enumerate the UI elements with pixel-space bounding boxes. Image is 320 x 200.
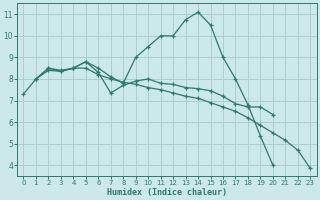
X-axis label: Humidex (Indice chaleur): Humidex (Indice chaleur) <box>107 188 227 197</box>
